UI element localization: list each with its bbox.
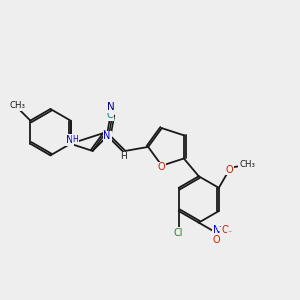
Text: O: O — [226, 165, 233, 175]
Text: CH₃: CH₃ — [239, 160, 255, 169]
Text: Cl: Cl — [174, 228, 183, 238]
Text: O: O — [213, 235, 220, 245]
Text: O: O — [221, 225, 229, 235]
Text: CH₃: CH₃ — [10, 101, 26, 110]
Text: +: + — [218, 224, 224, 230]
Text: N: N — [103, 131, 111, 141]
Text: N: N — [66, 135, 74, 145]
Text: H: H — [72, 134, 78, 143]
Text: C: C — [106, 110, 113, 120]
Text: O: O — [158, 162, 166, 172]
Text: N: N — [107, 102, 115, 112]
Text: H: H — [121, 152, 127, 161]
Text: ⁻: ⁻ — [228, 228, 232, 237]
Text: N: N — [213, 225, 220, 235]
